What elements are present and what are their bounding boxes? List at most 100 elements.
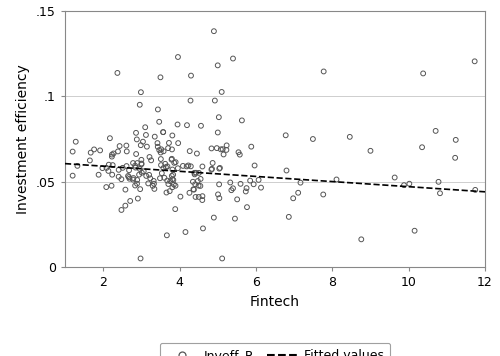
Point bbox=[108, 183, 116, 189]
Point bbox=[139, 139, 147, 145]
Point bbox=[192, 194, 200, 200]
Point bbox=[136, 166, 144, 172]
Point bbox=[156, 150, 164, 155]
Point bbox=[146, 154, 154, 160]
Point bbox=[170, 160, 178, 166]
Point bbox=[213, 145, 221, 151]
Point bbox=[162, 190, 170, 195]
Point bbox=[168, 133, 176, 138]
Point bbox=[122, 143, 130, 148]
Point bbox=[118, 176, 126, 182]
Point bbox=[451, 155, 459, 161]
Point bbox=[166, 178, 174, 184]
Point bbox=[146, 176, 154, 181]
Point bbox=[86, 158, 94, 163]
Point bbox=[138, 170, 146, 176]
Point bbox=[410, 228, 418, 234]
Legend: Inveff_R, Fitted values: Inveff_R, Fitted values bbox=[160, 343, 390, 356]
Point bbox=[86, 150, 94, 156]
Point bbox=[174, 54, 182, 60]
Point bbox=[122, 203, 130, 209]
Point bbox=[90, 147, 98, 152]
Point bbox=[176, 194, 184, 199]
Point bbox=[187, 163, 195, 169]
Point bbox=[246, 178, 254, 183]
Point bbox=[418, 145, 426, 150]
Point bbox=[186, 98, 194, 104]
Point bbox=[98, 165, 106, 171]
Point bbox=[102, 184, 110, 190]
Point bbox=[136, 102, 144, 108]
Point bbox=[150, 181, 158, 187]
Point bbox=[309, 136, 317, 142]
Point bbox=[133, 181, 141, 187]
Point bbox=[214, 192, 222, 197]
Point bbox=[198, 193, 206, 199]
Point bbox=[96, 147, 104, 153]
Point bbox=[122, 187, 130, 193]
Point bbox=[208, 160, 216, 166]
Point bbox=[366, 148, 374, 154]
Point bbox=[125, 167, 133, 173]
Point bbox=[150, 178, 158, 184]
Point bbox=[124, 173, 132, 179]
Point bbox=[129, 160, 137, 166]
Point bbox=[136, 186, 144, 192]
Point bbox=[231, 216, 239, 221]
Point bbox=[132, 151, 140, 157]
Point bbox=[406, 181, 413, 187]
Point bbox=[150, 186, 158, 192]
Point bbox=[137, 89, 145, 95]
Point bbox=[248, 144, 256, 150]
Point bbox=[133, 177, 141, 183]
Point bbox=[160, 165, 168, 171]
Point bbox=[138, 161, 145, 167]
Point bbox=[163, 232, 171, 238]
Point bbox=[114, 70, 122, 76]
Point bbox=[191, 182, 199, 187]
Point bbox=[142, 132, 150, 138]
Point bbox=[233, 197, 241, 202]
Point bbox=[169, 172, 177, 178]
Point bbox=[168, 156, 176, 162]
Point bbox=[320, 69, 328, 74]
Point bbox=[214, 130, 222, 135]
Point bbox=[104, 168, 112, 174]
Point bbox=[108, 162, 116, 168]
Point bbox=[132, 165, 140, 171]
Point bbox=[159, 129, 167, 135]
Point bbox=[208, 166, 216, 172]
Point bbox=[218, 146, 226, 152]
Point bbox=[199, 226, 207, 231]
Point bbox=[106, 135, 114, 141]
Point bbox=[138, 161, 145, 166]
Point bbox=[174, 140, 182, 146]
Point bbox=[195, 194, 203, 200]
Point bbox=[210, 215, 218, 220]
Point bbox=[196, 183, 204, 189]
Point bbox=[220, 152, 228, 157]
Point bbox=[110, 151, 118, 156]
Point bbox=[471, 187, 479, 193]
Point bbox=[216, 165, 224, 171]
Point bbox=[172, 183, 179, 189]
Point bbox=[168, 176, 176, 182]
Point bbox=[358, 236, 366, 242]
Y-axis label: Investment efficiency: Investment efficiency bbox=[16, 64, 30, 214]
Point bbox=[108, 172, 116, 178]
Point bbox=[154, 106, 162, 112]
Point bbox=[346, 134, 354, 140]
Point bbox=[250, 163, 258, 168]
Point bbox=[294, 190, 302, 195]
Point bbox=[217, 147, 225, 152]
Point bbox=[164, 145, 172, 151]
Point bbox=[190, 172, 198, 177]
X-axis label: Fintech: Fintech bbox=[250, 294, 300, 309]
Point bbox=[136, 256, 144, 261]
Point bbox=[156, 74, 164, 80]
Point bbox=[157, 156, 165, 162]
Point bbox=[102, 165, 110, 171]
Point bbox=[319, 192, 327, 197]
Point bbox=[215, 114, 223, 120]
Point bbox=[282, 168, 290, 173]
